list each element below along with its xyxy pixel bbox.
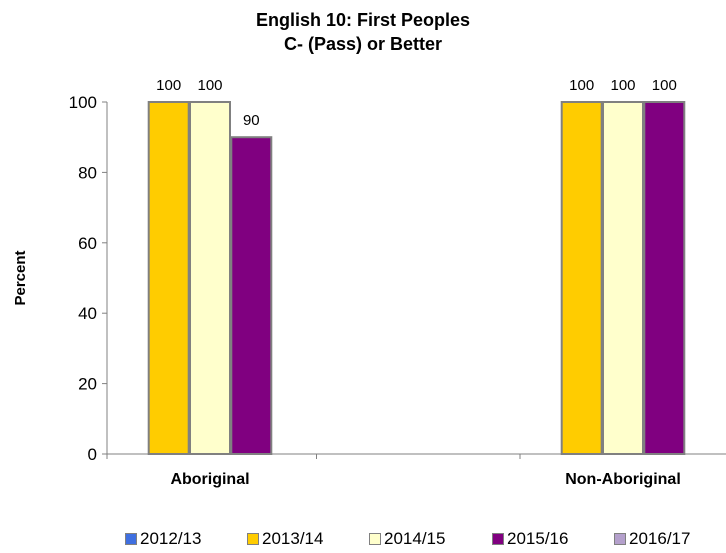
bar-2015-16	[230, 136, 273, 455]
legend-item: 2014/15	[369, 529, 445, 549]
legend-label: 2014/15	[384, 529, 446, 548]
y-axis-title: Percent	[12, 250, 29, 305]
legend-swatch	[614, 533, 626, 545]
legend-label: 2013/14	[262, 529, 324, 548]
data-label: 100	[156, 77, 181, 94]
data-label: 100	[652, 77, 677, 94]
legend-swatch	[492, 533, 504, 545]
y-tick-label: 40	[78, 304, 97, 323]
legend-label: 2012/13	[140, 529, 202, 548]
y-tick-label: 0	[88, 445, 97, 464]
x-tick-label: Aboriginal	[170, 471, 249, 488]
data-label: 100	[197, 77, 222, 94]
chart-title: English 10: First Peoples	[255, 10, 471, 30]
bar-2013-14	[560, 101, 603, 455]
bar-2015-16	[643, 101, 686, 455]
chart-subtitle: C- (Pass) or Better	[283, 34, 443, 54]
bar-2013-14	[147, 101, 190, 455]
legend-swatch	[247, 533, 259, 545]
data-label: 90	[243, 112, 260, 129]
data-label: 100	[610, 77, 635, 94]
legend-label: 2015/16	[507, 529, 569, 548]
y-tick-label: 100	[69, 93, 97, 112]
y-tick-label: 80	[78, 163, 97, 182]
x-tick-label: Non-Aboriginal	[565, 471, 681, 488]
y-tick-label: 60	[78, 234, 97, 253]
legend-item: 2012/13	[125, 529, 201, 549]
bar-2014-15	[189, 101, 231, 455]
legend-item: 2013/14	[247, 529, 323, 549]
legend-swatch	[369, 533, 381, 545]
bar-2014-15	[602, 101, 644, 455]
legend-label: 2016/17	[629, 529, 691, 548]
legend-item: 2015/16	[492, 529, 568, 549]
y-tick-label: 20	[78, 375, 97, 394]
legend-swatch	[125, 533, 137, 545]
chart-title-block: English 10: First Peoples C- (Pass) or B…	[0, 8, 726, 56]
data-label: 100	[569, 77, 594, 94]
legend-item: 2016/17	[614, 529, 690, 549]
